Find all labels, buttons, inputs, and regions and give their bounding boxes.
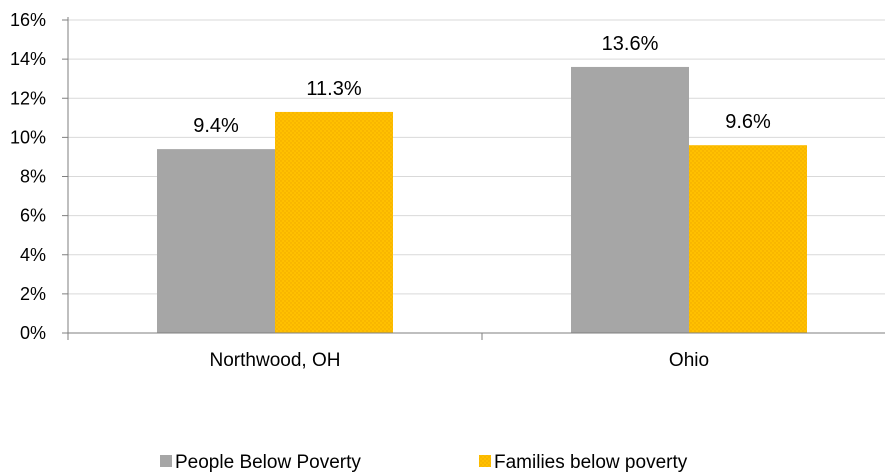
y-tick-label: 10% bbox=[10, 127, 46, 147]
bar-people-1 bbox=[571, 66, 689, 333]
y-tick-label: 8% bbox=[20, 167, 46, 187]
legend-label: Families below poverty bbox=[494, 452, 688, 473]
data-labels: 9.4% 11.3% 13.6% 9.6% bbox=[193, 33, 771, 137]
data-label: 9.6% bbox=[725, 111, 771, 133]
y-tick-label: 14% bbox=[10, 49, 46, 69]
bar-people-0 bbox=[157, 149, 275, 333]
y-tick-label: 0% bbox=[20, 323, 46, 343]
y-tick-label: 6% bbox=[20, 206, 46, 226]
bar-families-0 bbox=[275, 111, 393, 333]
data-label: 11.3% bbox=[306, 78, 361, 100]
legend: People Below Poverty Families below pover… bbox=[160, 452, 688, 473]
bar-families-1 bbox=[689, 145, 807, 333]
y-axis-tick-labels: 0% 2% 4% 6% 8% 10% 12% 14% 16% bbox=[10, 10, 46, 343]
legend-swatch-people bbox=[160, 455, 172, 467]
legend-swatch-families bbox=[479, 455, 491, 467]
y-tick-label: 4% bbox=[20, 245, 46, 265]
axes bbox=[62, 17, 885, 340]
category-label: Ohio bbox=[669, 350, 709, 371]
y-tick-label: 2% bbox=[20, 284, 46, 304]
legend-item-families: Families below poverty bbox=[479, 452, 688, 473]
y-tick-label: 12% bbox=[10, 88, 46, 108]
x-axis-category-labels: Northwood, OH Ohio bbox=[210, 350, 710, 371]
category-label: Northwood, OH bbox=[210, 350, 341, 371]
y-tick-label: 16% bbox=[10, 10, 46, 30]
data-label: 9.4% bbox=[193, 115, 239, 137]
legend-item-people: People Below Poverty bbox=[160, 452, 361, 473]
data-label: 13.6% bbox=[602, 33, 659, 55]
bars bbox=[157, 66, 807, 333]
legend-label: People Below Poverty bbox=[175, 452, 361, 473]
